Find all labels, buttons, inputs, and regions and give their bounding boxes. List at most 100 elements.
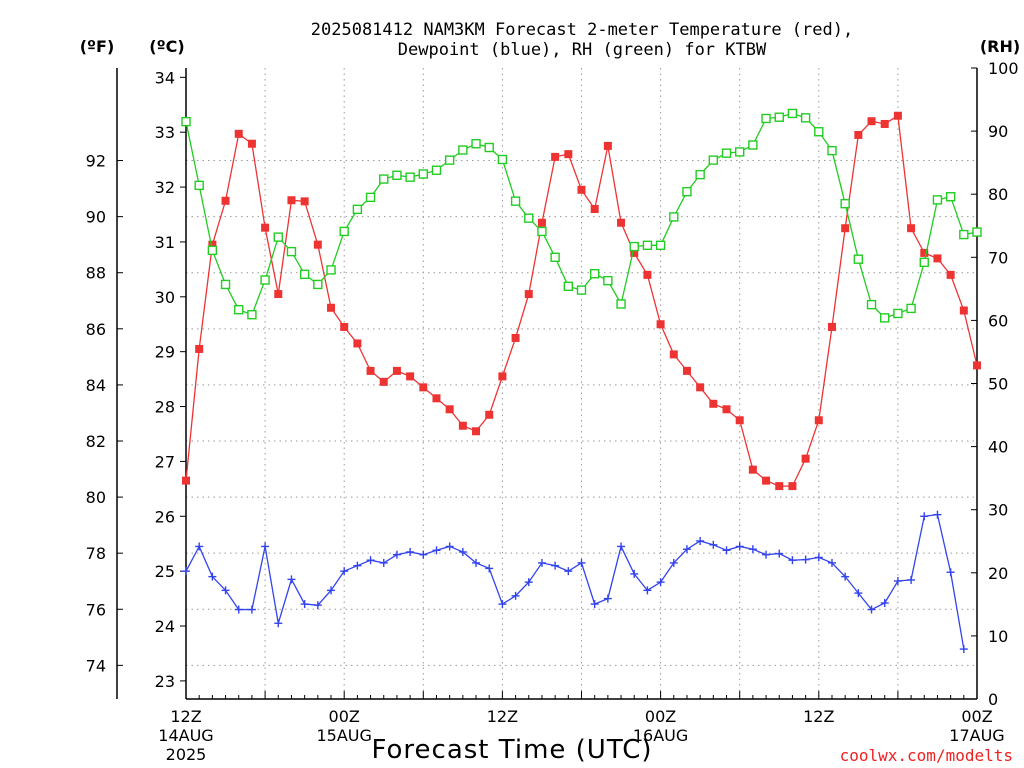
rh-tick-label: 40 [988,438,1008,457]
dewpoint-point [722,546,731,555]
dewpoint-point [880,598,889,607]
rh-point [853,254,864,264]
temperature-point [287,196,296,205]
rh-tick-label: 10 [988,627,1008,646]
rh-point [945,192,956,202]
rh-tick-label: 50 [988,375,1008,394]
temperature-point [696,383,705,392]
rh-tick-label: 30 [988,501,1008,520]
temperature-point [577,185,586,194]
temperature-point [564,150,573,159]
dewpoint-point [274,619,283,628]
temperature-point [274,290,283,299]
dewpoint-point [854,589,863,598]
dewpoint-point [867,605,876,614]
rh-point [616,299,626,309]
fahrenheit-tick-label: 74 [86,656,106,675]
temperature-point [973,361,981,370]
temperature-point [880,119,889,128]
dewpoint-point [656,578,665,587]
rh-point [352,204,363,215]
temperature-point [735,416,744,425]
celsius-tick-label: 24 [155,617,175,636]
dewpoint-point [537,558,546,567]
dewpoint-point [827,558,836,567]
rh-point [761,113,771,124]
temperature-point [366,366,375,375]
x-tick-label: 16AUG [633,726,688,745]
temperature-point [221,196,230,205]
dewpoint-point [498,600,507,609]
fahrenheit-tick-label: 90 [86,208,106,227]
dewpoint-point [234,605,243,614]
dewpoint-point [669,558,678,567]
rh-tick-label: 0 [988,690,998,709]
dewpoint-point [551,561,560,570]
dewpoint-point [933,510,942,519]
rh-point [392,170,402,180]
rh-tick-label: 60 [988,311,1008,330]
credit-link[interactable]: coolwx.com/modelts [840,746,1013,765]
rh-point [524,213,534,223]
fahrenheit-tick-label: 78 [86,544,106,563]
temperature-point [617,218,626,227]
fahrenheit-unit-label: (ºF) [80,37,115,56]
dewpoint-point [472,558,481,567]
x-tick-label: 12Z [803,707,834,726]
x-tick-label: 00Z [329,707,360,726]
rh-point [589,269,600,279]
temperature-point [234,129,243,138]
dewpoint-point [261,542,270,551]
celsius-tick-label: 32 [155,178,175,197]
celsius-unit-label: (ºC) [149,37,184,56]
celsius-tick-label: 25 [155,562,175,581]
dewpoint-point [419,550,428,559]
fahrenheit-tick-label: 84 [86,376,106,395]
temperature-point [524,290,533,299]
temperature-point [353,339,362,348]
dewpoint-point [709,540,718,549]
dewpoint-point [907,575,916,584]
temperature-point [551,152,560,161]
dewpoint-point [287,575,296,584]
dewpoint-point [432,546,441,555]
series-line-temperature [185,114,978,487]
dewpoint-point [590,600,599,609]
dewpoint-point [577,558,586,567]
temperature-point [893,111,902,120]
celsius-tick-label: 28 [155,398,175,417]
series-dewpoint [182,510,968,654]
fahrenheit-tick-label: 80 [86,488,106,507]
temperature-point [682,366,691,375]
temperature-point [656,320,665,329]
rh-tick-label: 90 [988,122,1008,141]
dewpoint-point [195,542,204,551]
fahrenheit-tick-label: 92 [86,152,106,171]
temperature-point [669,350,678,359]
rh-point [497,154,508,165]
rh-unit-label: (RH) [980,37,1020,56]
dewpoint-point [247,605,256,614]
rh-point [326,265,336,275]
dewpoint-point [748,545,757,554]
rh-point [247,310,257,320]
rh-point [273,232,283,242]
celsius-tick-label: 33 [155,123,175,142]
rh-point [893,308,903,319]
dewpoint-point [340,567,349,576]
rh-point [866,299,877,310]
temperature-point [933,254,942,263]
temperature-point [854,130,863,139]
temperature-point [801,454,810,463]
rh-point [774,112,784,122]
dewpoint-point [630,569,639,578]
dewpoint-point [946,568,955,577]
dewpoint-point [841,572,850,581]
temperature-point [340,322,349,331]
dewpoint-point [392,550,401,559]
axes: 74 76 78 80 82 84 86 88 90 92 23 24 25 26 27 28 29 30 31 32… [86,59,1019,709]
rh-point [405,172,415,182]
rh-point [444,155,455,165]
dewpoint-point [406,547,415,556]
